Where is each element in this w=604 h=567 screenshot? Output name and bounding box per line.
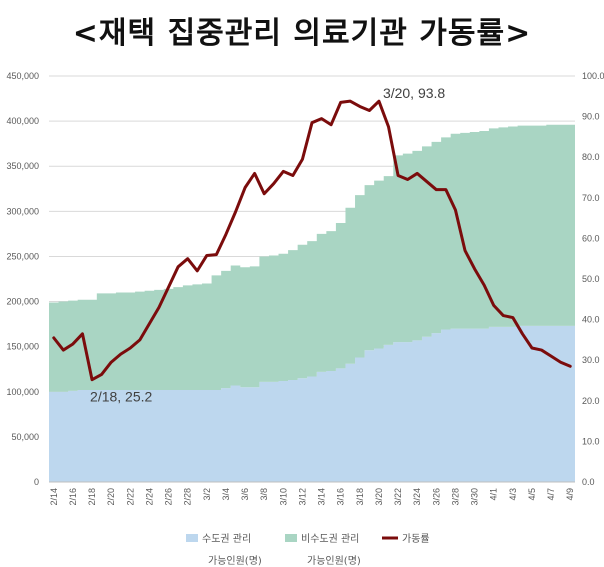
legend-label: 비수도권 관리 bbox=[301, 533, 359, 545]
y-right-tick-label: 50.0 bbox=[582, 274, 600, 284]
x-tick-label: 3/28 bbox=[450, 488, 460, 506]
legend-swatch bbox=[285, 534, 297, 542]
y-left-tick-label: 100,000 bbox=[6, 387, 39, 397]
x-tick-label: 4/9 bbox=[565, 488, 575, 501]
y-right-tick-label: 80.0 bbox=[582, 152, 600, 162]
x-tick-label: 3/30 bbox=[470, 488, 480, 506]
line-series bbox=[52, 99, 572, 382]
x-tick-label: 3/22 bbox=[393, 488, 403, 506]
x-tick-label: 3/14 bbox=[317, 488, 327, 506]
y-right-tick-label: 10.0 bbox=[582, 436, 600, 446]
legend-swatch bbox=[186, 534, 198, 542]
x-tick-label: 2/24 bbox=[144, 488, 154, 506]
x-tick-label: 3/4 bbox=[221, 488, 231, 501]
x-tick-label: 3/6 bbox=[240, 488, 250, 501]
page-title: <재택 집중관리 의료기관 가동률> bbox=[72, 16, 532, 51]
y-left-tick-label: 0 bbox=[34, 477, 39, 487]
legend-label: 수도권 관리 bbox=[202, 533, 251, 545]
x-tick-label: 2/16 bbox=[68, 488, 78, 506]
legend-label-line2: 가능인원(명) bbox=[307, 555, 361, 567]
y-left-tick-label: 300,000 bbox=[6, 206, 39, 216]
y-left-tick-label: 400,000 bbox=[6, 116, 39, 126]
area-series bbox=[49, 124, 575, 482]
x-tick-label: 3/16 bbox=[336, 488, 346, 506]
y-right-tick-label: 100.0 bbox=[582, 71, 604, 81]
area-noncapital bbox=[49, 124, 575, 392]
x-tick-label: 2/28 bbox=[183, 488, 193, 506]
legend-label: 가동률 bbox=[402, 533, 430, 545]
utilization-line bbox=[52, 99, 572, 382]
y-right-tick-label: 60.0 bbox=[582, 233, 600, 243]
y-left-tick-label: 350,000 bbox=[6, 161, 39, 171]
x-tick-label: 2/22 bbox=[125, 488, 135, 506]
x-tick-label: 3/8 bbox=[259, 488, 269, 501]
y-left-tick-label: 50,000 bbox=[11, 432, 39, 442]
x-tick-label: 3/20 bbox=[374, 488, 384, 506]
x-tick-label: 3/10 bbox=[278, 488, 288, 506]
x-tick-label: 4/5 bbox=[527, 488, 537, 501]
x-tick-label: 4/3 bbox=[508, 488, 518, 501]
x-tick-label: 3/2 bbox=[202, 488, 212, 501]
x-tick-label: 3/18 bbox=[355, 488, 365, 506]
x-tick-label: 2/20 bbox=[106, 488, 116, 506]
x-tick-label: 3/26 bbox=[431, 488, 441, 506]
x-tick-label: 3/12 bbox=[297, 488, 307, 506]
y-left-tick-label: 450,000 bbox=[6, 71, 39, 81]
axes: 0 50,000 100,000 150,000 200,000 250,000 300,0… bbox=[6, 71, 604, 506]
y-right-tick-label: 30.0 bbox=[582, 355, 600, 365]
x-tick-label: 2/14 bbox=[49, 488, 59, 506]
y-right-tick-label: 90.0 bbox=[582, 112, 600, 122]
y-right-tick-label: 40.0 bbox=[582, 315, 600, 325]
area-capital bbox=[49, 325, 575, 482]
y-right-tick-label: 70.0 bbox=[582, 193, 600, 203]
x-tick-label: 3/24 bbox=[412, 488, 422, 506]
y-left-tick-label: 200,000 bbox=[6, 297, 39, 307]
y-left-tick-label: 150,000 bbox=[6, 342, 39, 352]
x-tick-label: 2/18 bbox=[87, 488, 97, 506]
y-right-tick-label: 20.0 bbox=[582, 396, 600, 406]
y-right-tick-label: 0.0 bbox=[582, 477, 595, 487]
x-tick-label: 4/1 bbox=[489, 488, 499, 501]
legend-label-line2: 가능인원(명) bbox=[208, 555, 262, 567]
annotations: 2/18, 25.2 3/20, 93.8 bbox=[90, 85, 445, 405]
annotation-max: 3/20, 93.8 bbox=[383, 85, 445, 101]
y-left-tick-label: 250,000 bbox=[6, 251, 39, 261]
x-tick-label: 4/7 bbox=[546, 488, 556, 501]
annotation-min: 2/18, 25.2 bbox=[90, 389, 152, 405]
x-tick-label: 2/26 bbox=[164, 488, 174, 506]
